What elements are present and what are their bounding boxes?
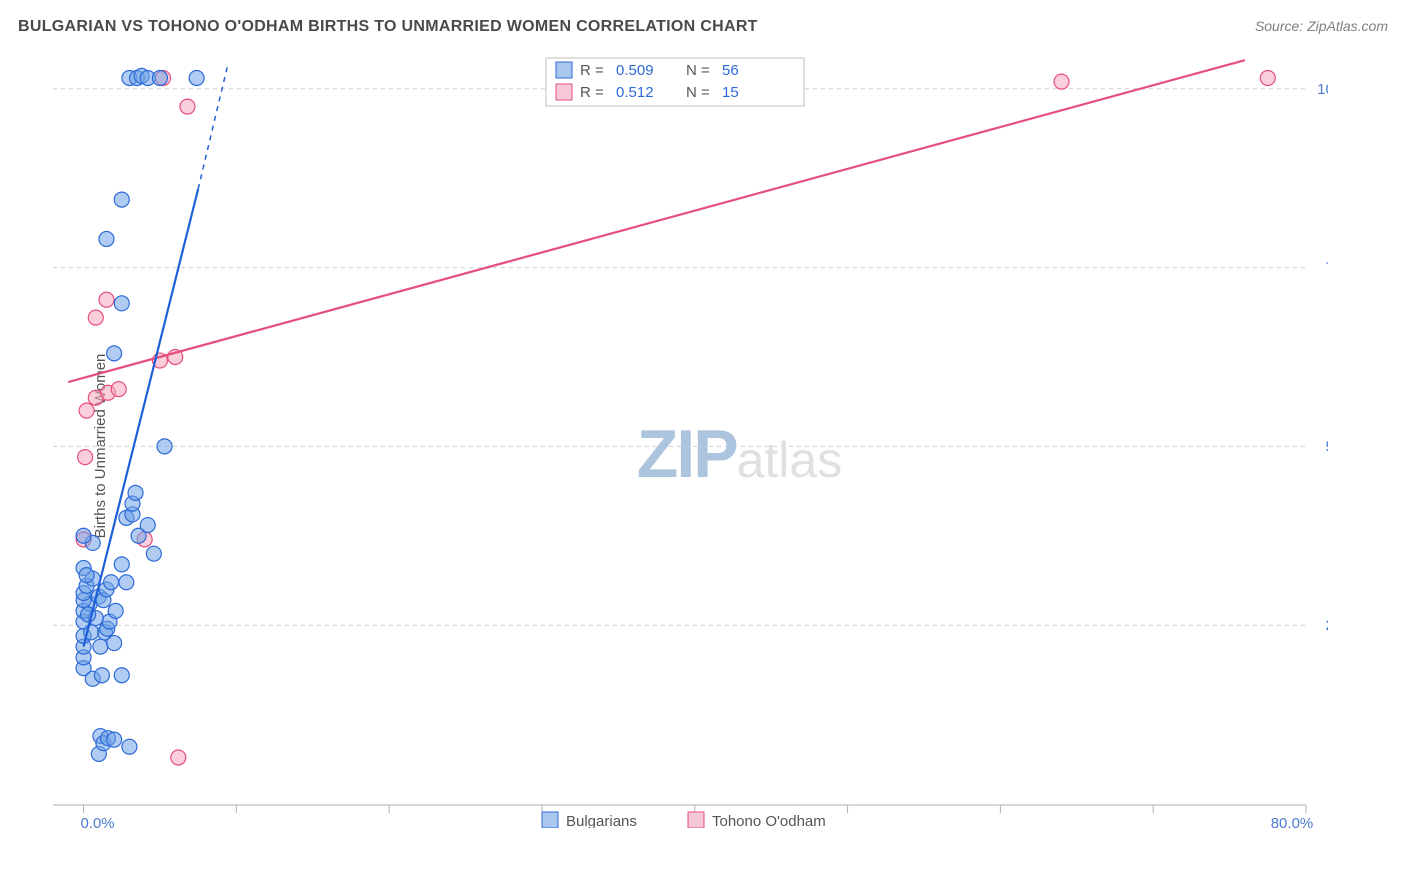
bottom-legend-label: Tohono O'odham	[712, 813, 826, 828]
legend-n-value: 56	[722, 62, 739, 79]
series-b-point	[78, 450, 93, 465]
legend-n-label: N =	[686, 62, 710, 79]
series-a-point	[107, 346, 122, 361]
chart-plot-area: 25.0% 50.0% 75.0% 100.0% 0.0% 80.0% ZIPatlas R …	[48, 48, 1328, 828]
series-b-point	[1054, 74, 1069, 89]
series-a-point	[140, 518, 155, 533]
series-a-point	[114, 192, 129, 207]
series-a-point	[114, 557, 129, 572]
series-a-point	[119, 575, 134, 590]
scatter-svg: 25.0% 50.0% 75.0% 100.0% 0.0% 80.0% ZIPatlas R …	[48, 48, 1328, 828]
series-b-point	[171, 750, 186, 765]
legend-r-label: R =	[580, 62, 604, 79]
series-b-point	[180, 99, 195, 114]
legend-n-label: N =	[686, 84, 710, 101]
series-a-point	[76, 528, 91, 543]
series-a-point	[107, 732, 122, 747]
series-b-point	[88, 310, 103, 325]
legend-r-value: 0.512	[616, 84, 654, 101]
series-a-point	[122, 739, 137, 754]
x-tick-label: 0.0%	[80, 815, 114, 828]
series-a-point	[104, 575, 119, 590]
bottom-legend-swatch	[688, 812, 704, 828]
series-a-point	[189, 71, 204, 86]
series-b-point	[79, 403, 94, 418]
series-a-point	[114, 296, 129, 311]
series-a-point	[79, 568, 94, 583]
series-b-point	[111, 382, 126, 397]
series-b-point	[1260, 71, 1275, 86]
series-a-point	[152, 71, 167, 86]
series-a-point	[99, 231, 114, 246]
y-tick-label: 25.0%	[1325, 617, 1328, 634]
series-a-point	[107, 636, 122, 651]
series-a-point	[157, 439, 172, 454]
bottom-legend-label: Bulgarians	[566, 813, 637, 828]
series-a-point	[128, 485, 143, 500]
y-tick-label: 100.0%	[1317, 81, 1328, 98]
trendline-series-a	[84, 189, 199, 647]
trendline-series-b	[68, 60, 1245, 382]
legend-swatch	[556, 62, 572, 78]
series-a-point	[93, 639, 108, 654]
bottom-legend-swatch	[542, 812, 558, 828]
x-tick-label: 80.0%	[1271, 815, 1314, 828]
legend-swatch	[556, 84, 572, 100]
y-tick-label: 50.0%	[1325, 438, 1328, 455]
series-a-point	[114, 668, 129, 683]
legend-r-value: 0.509	[616, 62, 654, 79]
series-a-point	[146, 546, 161, 561]
series-a-point	[94, 668, 109, 683]
watermark: ZIPatlas	[637, 416, 842, 492]
series-a-point	[108, 603, 123, 618]
trendline-series-a-extension	[198, 67, 227, 189]
series-b-point	[99, 292, 114, 307]
source-attribution: Source: ZipAtlas.com	[1255, 18, 1388, 34]
legend-n-value: 15	[722, 84, 739, 101]
legend-r-label: R =	[580, 84, 604, 101]
chart-title: BULGARIAN VS TOHONO O'ODHAM BIRTHS TO UN…	[18, 18, 758, 36]
y-tick-label: 75.0%	[1325, 260, 1328, 277]
